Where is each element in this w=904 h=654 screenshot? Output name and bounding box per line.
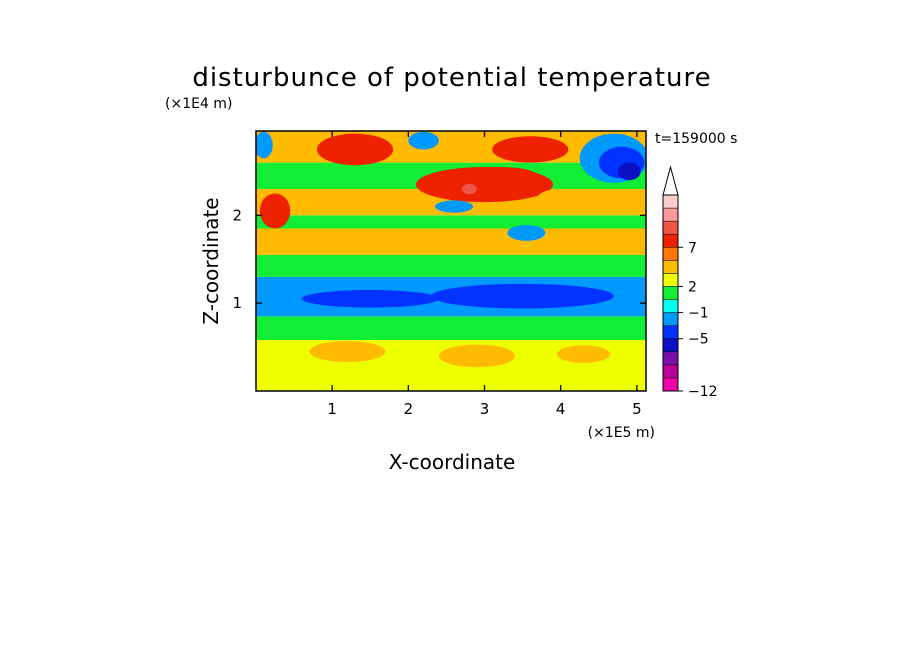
colorbar-extend-arrow: [662, 165, 679, 196]
chart-title: disturbunce of potential temperature: [192, 63, 711, 93]
y-tick-label: 2: [232, 206, 242, 224]
contour-cell: [256, 131, 273, 159]
y-axis-label: Z-coordinate: [199, 197, 223, 324]
colorbar-swatch: [662, 351, 679, 366]
colorbar-swatch: [662, 233, 679, 248]
contour-cell: [537, 188, 584, 207]
plot-frame: [255, 130, 647, 392]
colorbar: −12−5−127: [662, 165, 718, 400]
colorbar-tick-label: −1: [688, 306, 709, 322]
contour-cell: [461, 167, 538, 185]
colorbar-swatch: [662, 312, 679, 326]
contour-cell: [316, 133, 394, 166]
colorbar-tick-label: −5: [688, 332, 709, 348]
colorbar-tick-label: 2: [688, 279, 697, 295]
colorbar-swatch: [662, 286, 679, 300]
colorbar-swatch: [662, 220, 679, 235]
contour-cell: [438, 344, 515, 368]
contour-band: [256, 316, 646, 341]
colorbar-frame: [662, 194, 679, 392]
x-tick-label: 1: [327, 400, 337, 418]
colorbar-swatch: [662, 377, 679, 392]
colorbar-swatch: [662, 299, 679, 313]
contour-band: [256, 369, 646, 387]
contour-cell: [431, 283, 615, 309]
x-tick-label: 3: [480, 400, 490, 418]
colorbar-tick-label: −12: [688, 384, 718, 400]
contour-band: [256, 254, 646, 277]
contour-band: [256, 215, 646, 229]
contour-cell: [309, 340, 386, 363]
colorbar-swatch: [662, 194, 679, 209]
y-tick-label: 1: [232, 294, 242, 312]
contour-band: [256, 386, 646, 391]
x-axis-label: X-coordinate: [389, 450, 516, 474]
contour-cell: [461, 183, 477, 195]
colorbar-swatch: [662, 364, 679, 379]
plot-area: [256, 131, 646, 391]
contour-cell: [408, 131, 439, 150]
contour-cell: [259, 193, 291, 229]
contour-cell: [507, 224, 546, 241]
plot-field: [256, 131, 646, 391]
colorbar-swatch: [662, 207, 679, 222]
contour-cell: [617, 162, 641, 181]
colorbar-swatch: [662, 273, 679, 287]
contour-cell: [492, 136, 569, 163]
contour-cell: [309, 232, 401, 251]
contour-cell: [301, 289, 439, 308]
colorbar-swatch: [662, 247, 679, 261]
y-unit-label: (×1E4 m): [165, 96, 232, 112]
x-tick-label: 4: [556, 400, 566, 418]
contour-cell: [435, 200, 474, 213]
contour-cell: [556, 345, 611, 363]
x-tick-label: 2: [404, 400, 414, 418]
colorbar-tick-label: 7: [688, 240, 697, 256]
colorbar-swatch: [662, 338, 679, 353]
time-label: t=159000 s: [655, 131, 737, 147]
x-unit-label: (×1E5 m): [588, 425, 655, 441]
colorbar-swatch: [662, 260, 679, 274]
x-tick-label: 5: [632, 400, 642, 418]
plot-axes: 1 2 3 4 5 1 2: [232, 130, 647, 418]
colorbar-swatch: [662, 325, 679, 339]
